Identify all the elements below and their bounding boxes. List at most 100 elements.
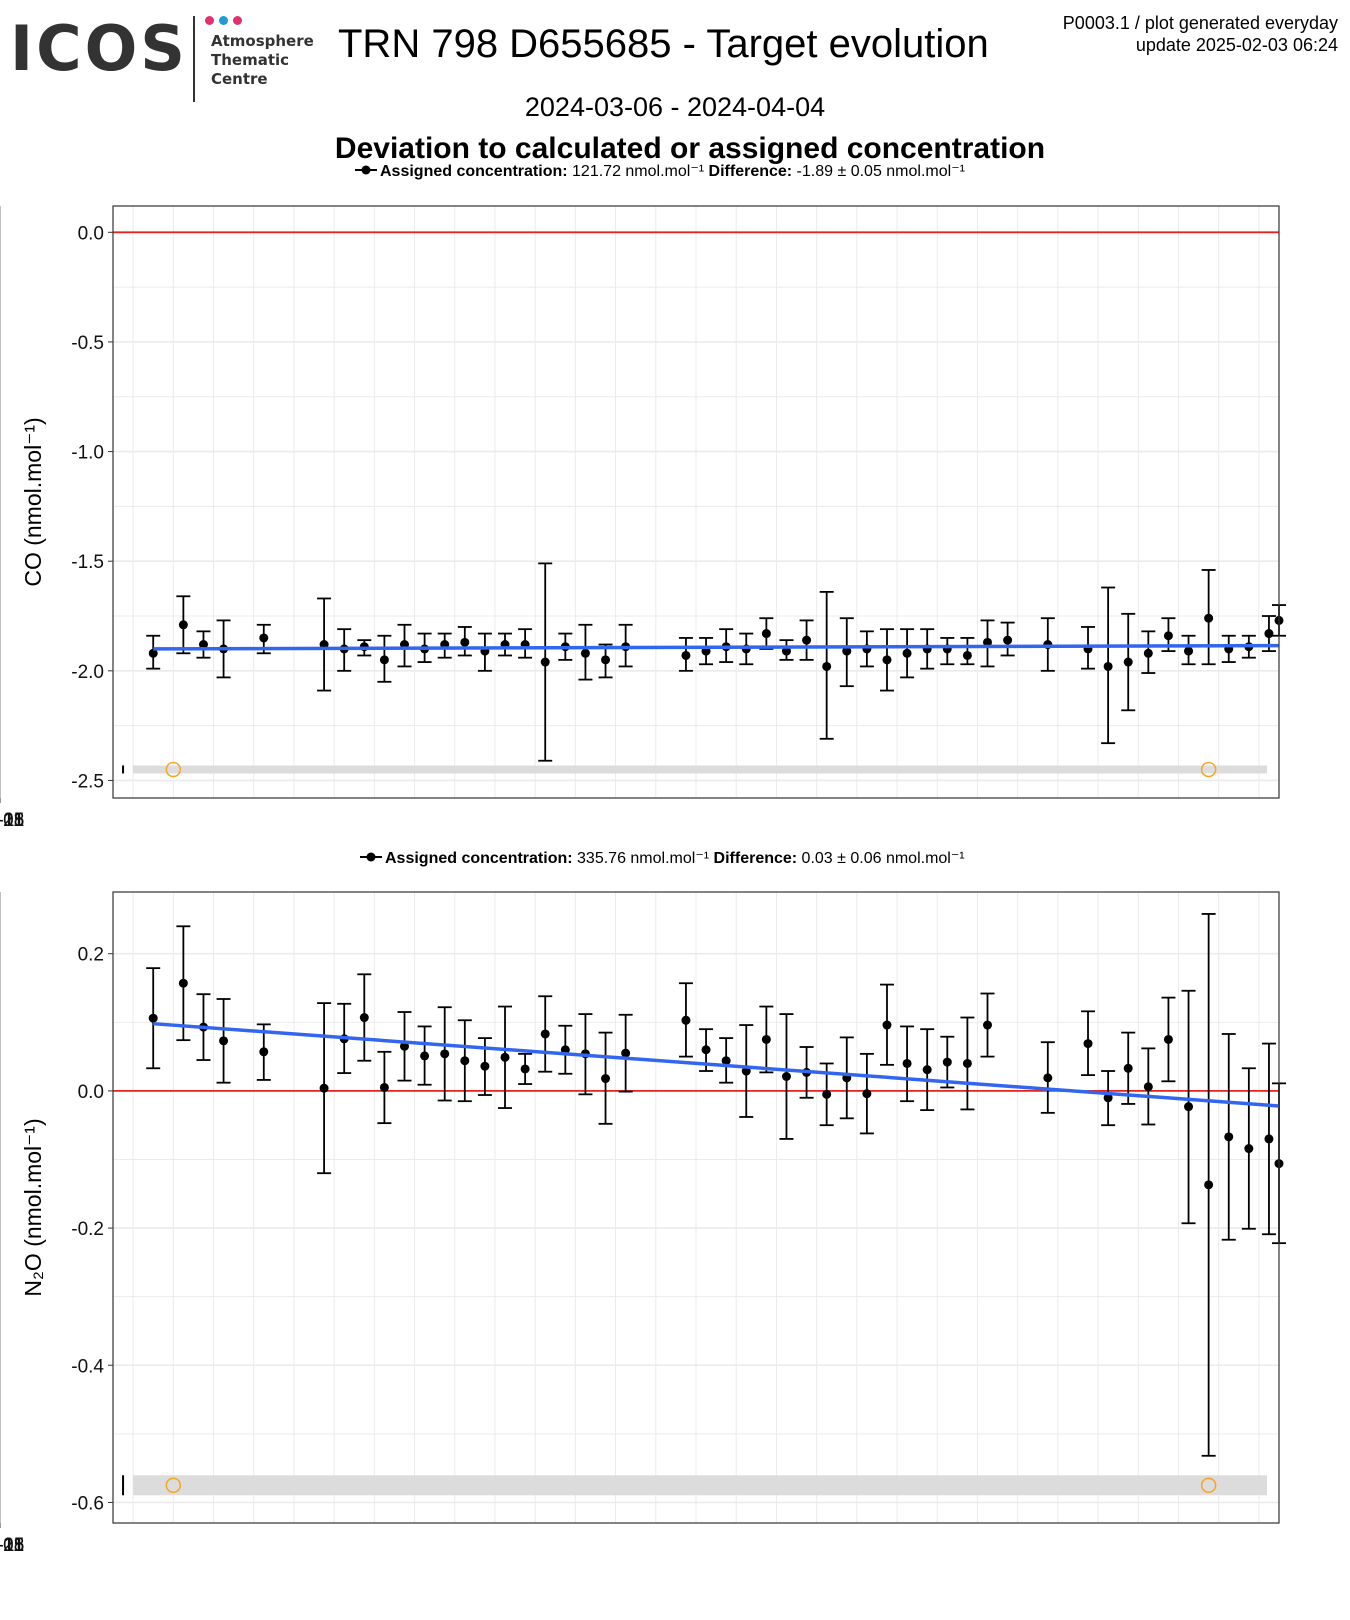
legend-label: Difference: — [709, 163, 793, 180]
logo-subtitle-line: Atmosphere — [211, 32, 314, 50]
logo-subtitle: Atmosphere Thematic Centre — [211, 32, 314, 89]
data-point — [440, 1049, 450, 1059]
legend-value: -1.89 ± 0.05 nmol.mol⁻¹ — [792, 163, 965, 180]
data-point — [962, 650, 972, 660]
legend: Assigned concentration: 121.72 nmol.mol⁻… — [355, 163, 965, 180]
x-tick-label: 03-11 — [0, 810, 24, 831]
data-point — [882, 655, 892, 665]
data-point — [500, 1052, 510, 1062]
y-tick-label: -2.5 — [71, 771, 104, 792]
y-tick-label: -0.2 — [71, 1219, 104, 1240]
data-point — [1224, 1132, 1234, 1142]
data-point — [802, 635, 812, 645]
data-point — [1103, 1093, 1113, 1103]
y-tick-label: 0.0 — [78, 223, 104, 244]
data-point — [1043, 1073, 1053, 1083]
data-point — [761, 629, 771, 639]
data-point — [601, 655, 611, 665]
data-point — [842, 646, 852, 656]
data-point — [681, 1015, 691, 1025]
event-marker — [1200, 761, 1217, 778]
data-point — [942, 1057, 952, 1067]
data-point — [379, 1082, 389, 1092]
panel-border — [112, 205, 1280, 799]
panel-border — [112, 891, 1280, 1524]
trend-line — [153, 643, 1280, 651]
data-point — [681, 650, 691, 660]
data-point — [359, 1013, 369, 1023]
page-title: TRN 798 D655685 - Target evolution — [338, 22, 989, 66]
x-tick-label: 03-25 — [0, 1535, 24, 1556]
update-timestamp: update 2025-02-03 06:24 — [1135, 35, 1338, 55]
data-point — [198, 640, 208, 650]
logo-dot — [233, 16, 242, 25]
legend-text: Assigned concentration: 335.76 nmol.mol⁻… — [385, 850, 965, 867]
y-tick-label: -1.5 — [71, 552, 104, 573]
data-point — [1143, 1082, 1153, 1092]
data-point — [1123, 1063, 1133, 1073]
legend-label: Difference: — [714, 850, 798, 867]
data-point — [601, 1074, 611, 1084]
y-tick-label: -0.6 — [71, 1493, 104, 1514]
legend-point — [366, 852, 376, 862]
data-point — [1143, 648, 1153, 658]
logo-subtitle-line: Thematic — [211, 51, 290, 69]
data-point — [902, 1058, 912, 1068]
generation-info: P0003.1 / plot generated everyday update… — [1063, 12, 1338, 56]
data-point — [1204, 1180, 1214, 1190]
data-point — [1244, 1144, 1254, 1154]
legend-value: 335.76 nmol.mol⁻¹ — [573, 850, 714, 867]
data-point — [761, 1034, 771, 1044]
legend-value: 121.72 nmol.mol⁻¹ — [568, 163, 709, 180]
section-title: Deviation to calculated or assigned conc… — [334, 132, 1046, 165]
data-point — [781, 646, 791, 656]
y-axis-label: CO (nmol.mol⁻¹) — [20, 417, 46, 586]
co-panel: 0.0 -0.5 -1.0 -1.5 -2.0 -2.5 03-1103-1803-2504… — [0, 163, 1286, 831]
y-tick-label: -1.0 — [71, 443, 104, 464]
data-point — [1163, 1034, 1173, 1044]
data-point — [701, 1045, 711, 1055]
legend-text: Assigned concentration: 121.72 nmol.mol⁻… — [380, 163, 965, 180]
data-point — [1184, 1102, 1194, 1112]
data-point — [1184, 646, 1194, 656]
data-point — [983, 637, 992, 647]
data-point — [540, 1029, 550, 1039]
logo-dot — [219, 16, 228, 25]
data-point — [259, 1047, 269, 1057]
data-point — [580, 648, 590, 658]
data-point — [1123, 657, 1133, 667]
legend-point — [361, 165, 371, 175]
trend-line — [153, 1021, 1280, 1108]
data-point — [781, 1071, 791, 1081]
target-band — [133, 1475, 1267, 1496]
data-point — [962, 1058, 972, 1068]
logo-subtitle-line: Centre — [211, 70, 268, 88]
event-marker — [1200, 1477, 1217, 1494]
data-point — [148, 1013, 158, 1023]
event-marker — [165, 1477, 182, 1494]
icos-logo: ICOS — [10, 12, 188, 85]
data-point — [822, 661, 832, 671]
x-tick-label: 04-01 — [0, 810, 24, 831]
data-point — [1103, 661, 1113, 671]
legend-label: Assigned concentration: — [380, 163, 568, 180]
x-tick-label: 03-25 — [0, 810, 24, 831]
data-point — [178, 978, 188, 988]
data-point — [983, 1020, 992, 1030]
y-tick-label: 0.0 — [78, 1082, 104, 1103]
data-point — [319, 1083, 329, 1093]
data-point — [178, 620, 188, 630]
y-axis-label: N₂O (nmol.mol⁻¹) — [20, 1118, 46, 1296]
x-tick-label: 03-18 — [0, 810, 24, 831]
data-point — [882, 1020, 892, 1030]
logo-divider — [193, 16, 195, 102]
x-tick-label: 04-01 — [0, 1535, 24, 1556]
data-point — [862, 1089, 872, 1099]
data-point — [721, 1056, 731, 1066]
legend: Assigned concentration: 335.76 nmol.mol⁻… — [360, 850, 965, 867]
data-point — [148, 648, 158, 658]
data-point — [259, 633, 269, 643]
data-point — [902, 648, 912, 658]
data-point — [480, 1061, 490, 1071]
